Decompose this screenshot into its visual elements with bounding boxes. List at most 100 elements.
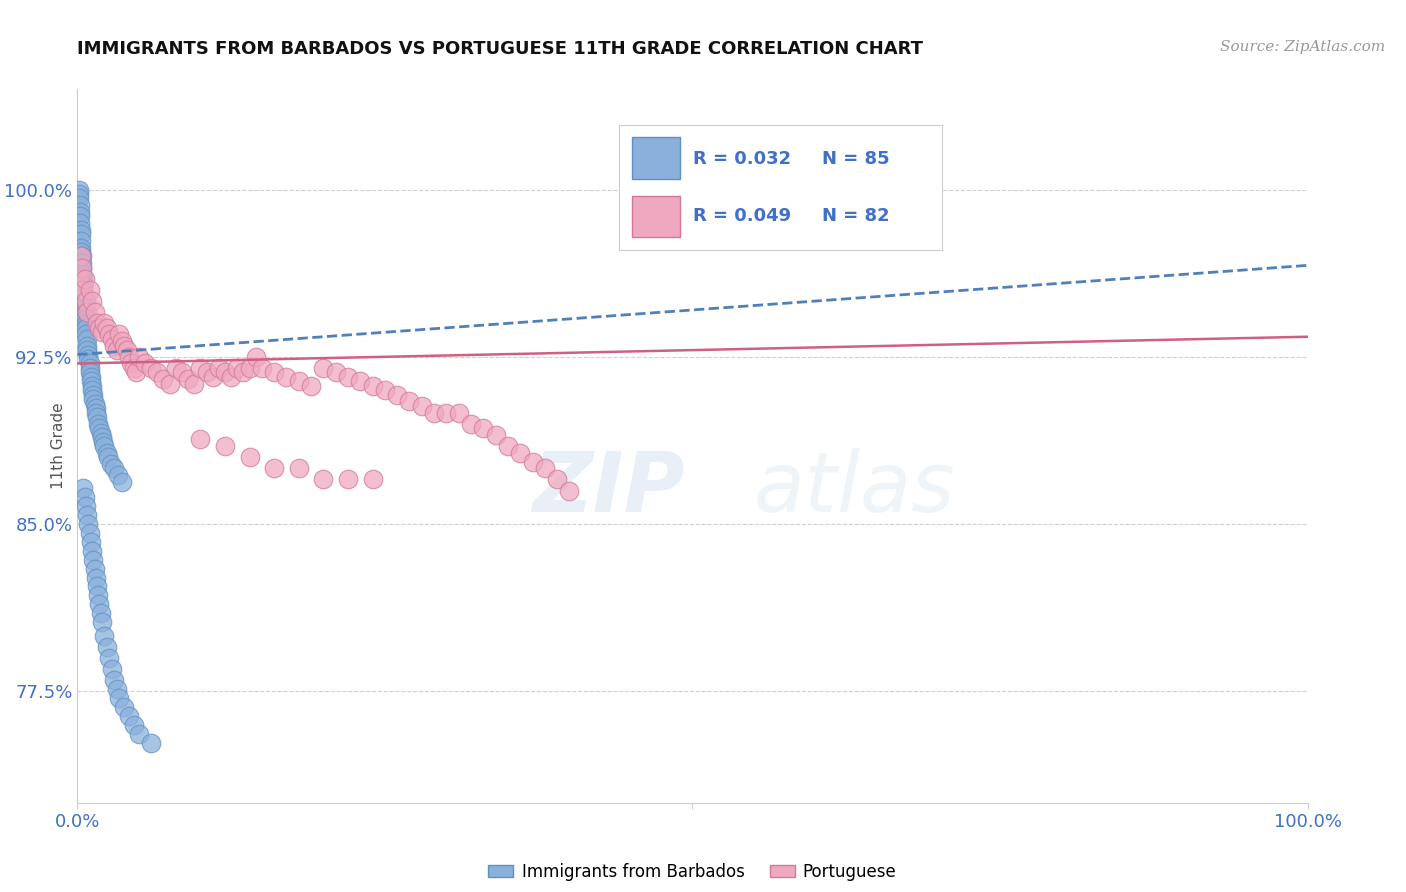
Point [125,365,148,379]
Point [232,365,254,379]
Point [67,187,90,202]
Point [423,405,446,419]
Point [239,450,262,465]
Point [83,305,105,319]
Point [436,405,458,419]
Point [73,293,96,308]
Point [546,473,568,487]
Point [170,365,193,379]
Point [100,457,122,471]
Point [325,365,347,379]
Point [86,317,108,331]
Point [447,405,470,419]
Point [276,369,298,384]
Point [96,321,118,335]
Point [98,327,121,342]
Point [84,401,107,415]
Point [70,260,93,275]
Point [460,417,482,431]
Point [72,283,94,297]
Point [90,325,114,339]
Point [70,244,93,259]
Point [534,461,557,475]
Point [387,387,409,401]
Point [75,293,97,308]
Point [69,210,91,224]
Point [141,361,163,376]
Point [73,307,96,322]
Point [75,317,97,331]
Point [96,446,118,460]
Text: Source: ZipAtlas.com: Source: ZipAtlas.com [1219,40,1385,54]
Point [107,467,129,482]
Point [80,369,103,384]
Point [93,628,115,642]
Point [89,321,111,335]
Point [70,227,93,241]
Point [219,369,242,384]
Point [69,216,91,230]
Point [70,268,93,282]
Point [79,365,101,379]
Point [70,250,93,264]
Text: atlas: atlas [754,449,956,529]
Point [83,562,105,576]
Point [90,607,112,621]
Y-axis label: 11th Grade: 11th Grade [51,402,66,490]
Point [72,289,94,303]
Point [361,378,384,392]
Point [361,473,384,487]
Point [89,598,111,612]
Point [177,372,200,386]
Point [214,365,236,379]
Point [98,650,121,665]
Point [75,327,97,342]
Point [208,361,231,376]
Point [70,250,93,264]
Point [509,446,531,460]
Point [79,283,101,297]
Point [121,356,143,371]
Point [73,490,96,504]
Point [118,708,141,723]
Point [103,673,125,688]
Point [77,351,100,366]
Point [80,374,103,388]
Point [77,517,100,532]
Point [70,222,93,236]
Text: R = 0.032: R = 0.032 [693,150,792,168]
Point [108,327,131,342]
Point [108,690,131,705]
Point [76,332,98,346]
Point [70,240,93,255]
Point [72,278,94,293]
Point [146,365,169,379]
Point [72,482,94,496]
Point [82,387,104,401]
Point [97,450,120,465]
Point [79,361,101,376]
Point [111,334,132,348]
Point [152,372,174,386]
Point [485,427,508,442]
Point [239,361,262,376]
Text: IMMIGRANTS FROM BARBADOS VS PORTUGUESE 11TH GRADE CORRELATION CHART: IMMIGRANTS FROM BARBADOS VS PORTUGUESE 1… [77,40,924,58]
Point [82,392,104,406]
Point [79,356,101,371]
Point [337,369,360,384]
Point [69,205,91,219]
Bar [631,137,681,178]
Point [90,615,114,629]
Point [141,736,163,750]
Point [77,347,100,362]
Point [288,461,311,475]
Point [558,483,581,498]
Point [89,421,111,435]
Text: N = 82: N = 82 [823,207,890,225]
Point [190,361,212,376]
Legend: Immigrants from Barbados, Portuguese: Immigrants from Barbados, Portuguese [482,856,903,888]
Point [82,544,104,558]
Point [349,374,371,388]
Point [201,369,224,384]
Point [122,717,145,731]
